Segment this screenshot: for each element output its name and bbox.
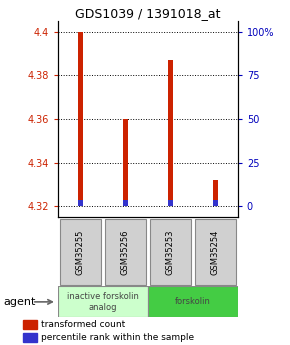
Text: GSM35253: GSM35253 (166, 229, 175, 275)
Bar (60, 219, 101, 285)
Bar (23, 333, 37, 342)
Bar (150, 219, 191, 285)
Bar (148, 286, 238, 317)
Bar (123, 200, 128, 206)
Bar (168, 60, 173, 206)
Text: percentile rank within the sample: percentile rank within the sample (41, 333, 194, 342)
Bar (123, 119, 128, 206)
Title: GDS1039 / 1391018_at: GDS1039 / 1391018_at (75, 7, 221, 20)
Text: GSM35254: GSM35254 (211, 229, 220, 275)
Bar (78, 32, 83, 206)
Bar (213, 200, 218, 206)
Text: transformed count: transformed count (41, 320, 126, 329)
Bar (213, 180, 218, 206)
Bar (78, 200, 83, 206)
Bar (23, 320, 37, 329)
Text: inactive forskolin
analog: inactive forskolin analog (67, 292, 139, 312)
Bar (58, 286, 148, 317)
Text: forskolin: forskolin (175, 297, 211, 306)
Text: agent: agent (3, 297, 35, 307)
Bar (105, 219, 146, 285)
Text: GSM35255: GSM35255 (76, 229, 85, 275)
Bar (195, 219, 236, 285)
Text: GSM35256: GSM35256 (121, 229, 130, 275)
Bar (168, 200, 173, 206)
